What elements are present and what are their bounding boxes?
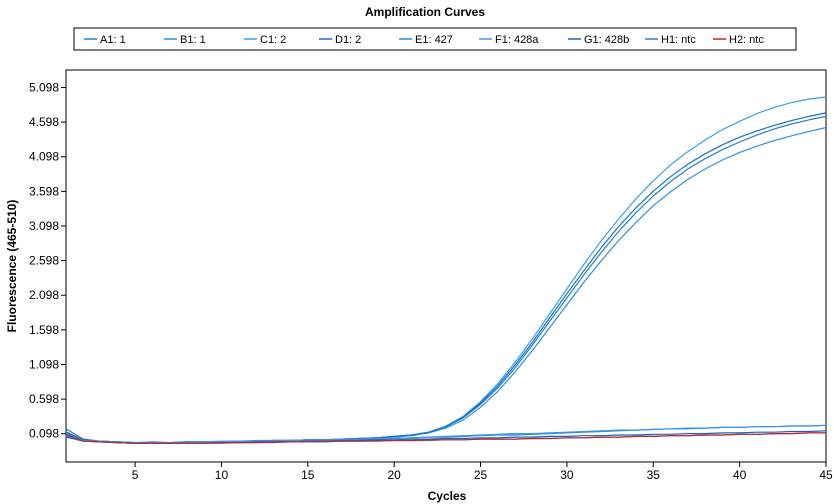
y-tick-label: 2.098: [29, 288, 59, 302]
plot-area: [65, 69, 827, 463]
x-axis-title: Cycles: [428, 489, 467, 503]
legend-label: D1: 2: [335, 34, 361, 46]
legend-box: [73, 27, 797, 51]
series-line-f1: [65, 424, 827, 444]
x-tick-label: 30: [560, 468, 574, 482]
x-axis: 5 10 15 20 25 30 35 40 45: [132, 462, 833, 482]
x-tick-label: 25: [474, 468, 488, 482]
chart-title: Amplification Curves: [365, 5, 485, 19]
y-tick-label: 1.598: [29, 323, 59, 337]
legend-label: E1: 427: [415, 34, 453, 46]
y-tick-label: 0.598: [29, 392, 59, 406]
y-axis: 0.098 0.598 1.098 1.598 2.098 2.598 3.098 3.598…: [29, 80, 66, 441]
x-tick-label: 35: [647, 468, 661, 482]
y-tick-label: 3.598: [29, 184, 59, 198]
legend-label: A1: 1: [100, 34, 126, 46]
x-tick-label: 10: [215, 468, 229, 482]
y-tick-label: 5.098: [29, 80, 59, 94]
series-lines: [65, 96, 827, 444]
y-tick-label: 0.098: [29, 427, 59, 441]
x-tick-label: 20: [388, 468, 402, 482]
legend-label: C1: 2: [260, 34, 286, 46]
y-tick-label: 4.098: [29, 150, 59, 164]
y-axis-title: Fluorescence (465-510): [5, 200, 19, 333]
legend-label: F1: 428a: [495, 34, 539, 46]
legend: A1: 1 B1: 1 C1: 2 D1: 2 E1: 427 F1: 428a G1: 4…: [73, 27, 797, 51]
x-tick-label: 40: [733, 468, 747, 482]
legend-label: H1: ntc: [661, 34, 696, 46]
legend-label: G1: 428b: [584, 34, 629, 46]
x-tick-label: 15: [301, 468, 315, 482]
legend-label: H2: ntc: [729, 34, 764, 46]
x-tick-label: 45: [819, 468, 833, 482]
series-line-h2: [65, 432, 826, 444]
y-tick-label: 2.598: [29, 254, 59, 268]
legend-label: B1: 1: [180, 34, 206, 46]
y-tick-label: 1.098: [29, 357, 59, 371]
y-tick-label: 4.598: [29, 115, 59, 129]
y-tick-label: 3.098: [29, 219, 59, 233]
x-tick-label: 5: [132, 468, 139, 482]
